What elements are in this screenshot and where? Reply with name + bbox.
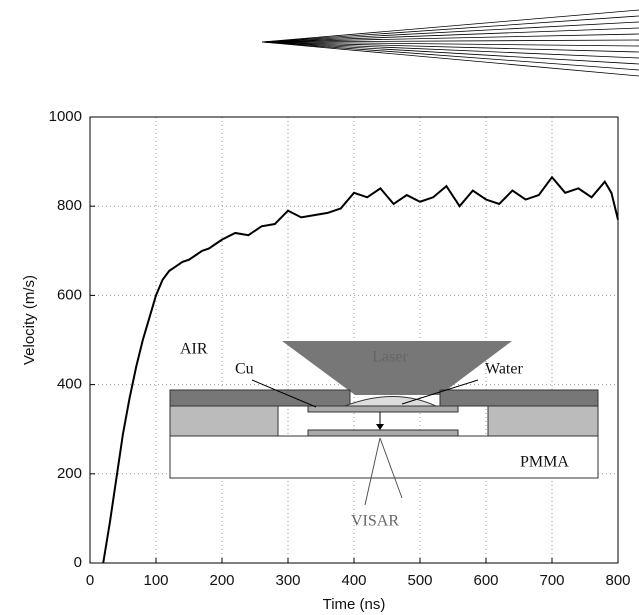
visar-beam <box>379 437 403 499</box>
layer <box>439 389 599 407</box>
y-tick-label: 200 <box>57 465 82 482</box>
inset-diagram <box>169 341 599 506</box>
x-tick-label: 500 <box>407 572 432 589</box>
laser-beam <box>282 341 512 395</box>
line-series <box>102 175 619 564</box>
annotation: PMMA <box>520 454 569 471</box>
annotation: Laser <box>372 349 408 366</box>
annotation: VISAR <box>351 513 399 530</box>
x-tick-label: 600 <box>473 572 498 589</box>
x-axis-title: Time (ns) <box>323 596 386 613</box>
decorative-fan <box>261 9 639 77</box>
plot-frame <box>89 116 619 564</box>
arrow <box>376 424 384 430</box>
annotation: Water <box>485 361 523 378</box>
x-tick-label: 400 <box>341 572 366 589</box>
window <box>307 429 459 437</box>
layer <box>169 405 279 437</box>
annotation: Cu <box>235 361 254 378</box>
pmma <box>169 435 599 479</box>
x-tick-label: 300 <box>275 572 300 589</box>
x-tick-label: 100 <box>143 572 168 589</box>
y-axis-title: Velocity (m/s) <box>21 275 38 365</box>
x-tick-label: 800 <box>605 572 630 589</box>
y-tick-label: 600 <box>57 286 82 303</box>
layer <box>487 405 599 437</box>
arrow <box>251 379 317 408</box>
arrow <box>401 379 479 405</box>
x-tick-label: 200 <box>209 572 234 589</box>
layer <box>169 389 351 407</box>
y-tick-label: 0 <box>74 554 82 571</box>
annotation: AIR <box>180 341 208 358</box>
x-tick-label: 0 <box>86 572 94 589</box>
x-tick-label: 700 <box>539 572 564 589</box>
y-tick-label: 400 <box>57 376 82 393</box>
grid <box>89 116 619 564</box>
visar-beam <box>364 437 381 506</box>
y-tick-label: 800 <box>57 197 82 214</box>
cu-foil <box>307 405 459 413</box>
y-tick-label: 1000 <box>49 108 82 125</box>
